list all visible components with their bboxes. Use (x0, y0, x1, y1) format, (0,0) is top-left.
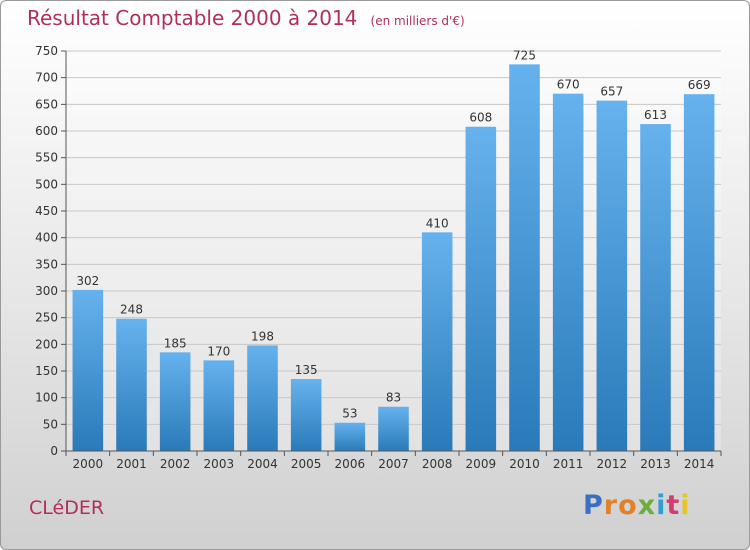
y-tick-label: 550 (35, 151, 58, 165)
y-tick-label: 100 (35, 391, 58, 405)
data-label: 669 (688, 78, 711, 92)
y-tick-label: 350 (35, 257, 58, 271)
logo-letter: x (637, 490, 657, 521)
x-tick-label: 2010 (509, 457, 540, 471)
y-tick-label: 50 (43, 417, 58, 431)
data-label: 657 (600, 85, 623, 99)
logo-letter: t (666, 490, 681, 521)
bar (596, 100, 628, 451)
y-tick-label: 300 (35, 284, 58, 298)
data-label: 135 (295, 363, 318, 377)
bar (552, 93, 584, 452)
logo-letter: P (583, 490, 604, 521)
y-tick-label: 250 (35, 311, 58, 325)
x-tick-label: 2013 (640, 457, 671, 471)
y-tick-label: 650 (35, 97, 58, 111)
y-tick-label: 400 (35, 231, 58, 245)
y-tick-label: 600 (35, 124, 58, 138)
data-label: 410 (426, 216, 449, 230)
logo-letter: i (680, 490, 691, 521)
chart-unit-note: (en milliers d'€) (370, 14, 465, 28)
x-tick-label: 2004 (247, 457, 278, 471)
x-tick-label: 2008 (422, 457, 453, 471)
y-tick-label: 450 (35, 204, 58, 218)
axis-layer: 0 50 100 150 200 250 300 350 400 450 500 550 600 650 7… (35, 44, 722, 471)
logo-letter: r (603, 490, 619, 521)
x-tick-label: 2012 (597, 457, 628, 471)
x-tick-label: 2003 (204, 457, 235, 471)
x-tick-label: 2001 (116, 457, 147, 471)
bar (640, 124, 671, 452)
y-tick-label: 750 (35, 44, 58, 58)
y-tick-label: 500 (35, 177, 58, 191)
logo-letter: i (656, 490, 667, 521)
data-label: 53 (342, 407, 357, 421)
data-label: 302 (76, 274, 99, 288)
x-tick-label: 2007 (378, 457, 409, 471)
bar (421, 232, 453, 451)
town-name: CLéDER (29, 497, 105, 519)
x-tick-label: 2006 (335, 457, 366, 471)
title-row: Résultat Comptable 2000 à 2014 (en milli… (27, 6, 465, 30)
y-tick-label: 700 (35, 71, 58, 85)
logo-letter: o (618, 490, 638, 521)
bar-layer: 302 248 185 170 198 135 53 83 410 608 725 670 657 613… (72, 48, 715, 452)
bar (72, 289, 104, 451)
proxiti-logo: Proxiti (583, 490, 691, 521)
bar (334, 422, 366, 451)
y-tick-label: 200 (35, 337, 58, 351)
data-label: 613 (644, 108, 667, 122)
data-label: 198 (251, 329, 274, 343)
bar (378, 406, 409, 451)
bar (159, 352, 191, 451)
x-tick-label: 2000 (73, 457, 104, 471)
data-label: 170 (207, 344, 230, 358)
y-tick-label: 150 (35, 364, 58, 378)
data-label: 670 (557, 78, 580, 92)
chart-title: Résultat Comptable 2000 à 2014 (27, 6, 358, 30)
bar (116, 318, 147, 451)
bar (203, 360, 235, 451)
data-label: 725 (513, 48, 536, 62)
data-label: 608 (469, 111, 492, 125)
bar (509, 64, 540, 452)
x-tick-label: 2009 (466, 457, 497, 471)
x-tick-label: 2002 (160, 457, 191, 471)
x-tick-label: 2005 (291, 457, 322, 471)
x-tick-label: 2011 (553, 457, 584, 471)
x-tick-label: 2014 (684, 457, 715, 471)
data-label: 248 (120, 303, 143, 317)
y-tick-label: 0 (50, 444, 58, 458)
bar (290, 379, 322, 451)
data-label: 83 (386, 391, 401, 405)
bar (683, 94, 715, 451)
bar (247, 345, 278, 451)
bar (465, 126, 497, 451)
data-label: 185 (164, 336, 187, 350)
